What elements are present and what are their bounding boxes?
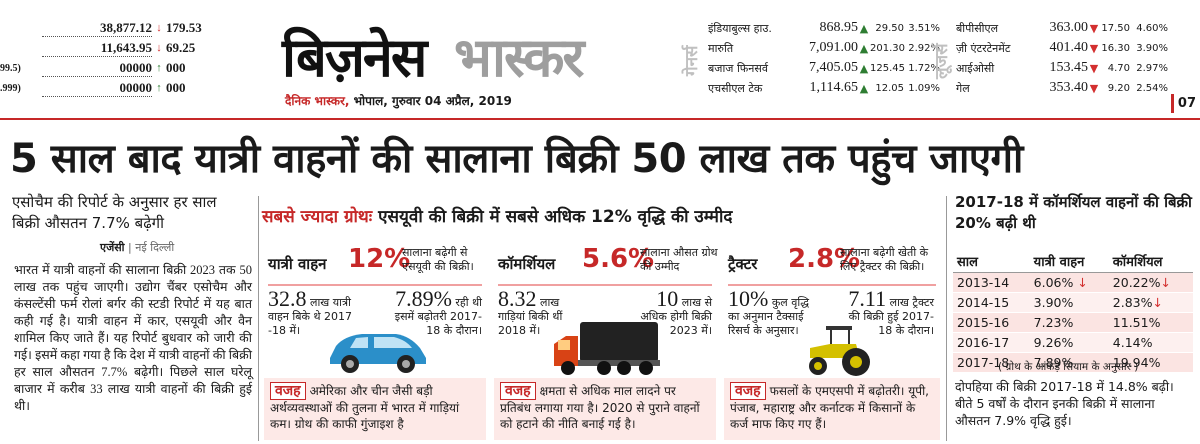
stat-block: 8.32 लाख गाड़ियां बिकी थीं 2018 में।: [498, 286, 563, 338]
growth-table: साल यात्री वाहन कॉमर्शियल 2013-14 6.06% …: [953, 250, 1193, 373]
tractor-illustration: [809, 326, 870, 376]
stat-block: 32.8 लाख यात्री वाहन बिके थे 2017 -18 मे…: [268, 286, 353, 338]
down-triangle-icon: ▼: [1089, 61, 1099, 75]
stock-row: इंडियाबुल्स हाउ. 868.95 ▲ 29.50 3.51%: [708, 20, 940, 35]
stock-row: बीपीसीएल 363.00 ▼ 17.50 4.60%: [956, 20, 1168, 35]
newspaper-logo: बिज़नेस भास्कर: [282, 26, 585, 89]
up-triangle-icon: ▲: [859, 61, 869, 75]
stock-row: गेल 353.40 ▼ 9.20 2.54%: [956, 80, 1168, 95]
down-triangle-icon: ▼: [1089, 41, 1099, 55]
stock-row: बजाज फिनसर्व 7,405.05 ▲ 125.45 1.72%: [708, 60, 940, 75]
column-divider: [258, 196, 259, 441]
suv-illustration: [330, 334, 426, 373]
ticker-row: 11,643.95 ↓ 69.25: [0, 38, 228, 58]
gainers-list: इंडियाबुल्स हाउ. 868.95 ▲ 29.50 3.51% मा…: [708, 18, 940, 98]
up-arrow-icon: ↑: [156, 62, 162, 74]
lead-summary: एसोचैम की रिपोर्ट के अनुसार हर साल बिक्र…: [12, 193, 217, 232]
card-header: कॉमर्शियल 5.6% सालाना औसत ग्रोथ की उम्मी…: [498, 242, 718, 286]
page-headline: 5 साल बाद यात्री वाहनों की सालाना बिक्री…: [10, 136, 1023, 182]
table-row: 2014-15 3.90% 2.83%↓: [953, 292, 1193, 313]
down-arrow-icon: ↓: [1152, 295, 1163, 310]
card-header: ट्रैक्टर 2.8% सालाना बढ़ेगी खेती के लिए …: [728, 242, 936, 286]
losers-list: बीपीसीएल 363.00 ▼ 17.50 4.60% ज़ी एंटरटे…: [956, 18, 1168, 98]
growth-section-title: सबसे ज्यादा ग्रोथः एसयूवी की बिक्री में …: [262, 207, 733, 227]
table-header-row: साल यात्री वाहन कॉमर्शियल: [953, 250, 1193, 273]
down-arrow-icon: ↓: [156, 42, 162, 54]
tractor-card: ट्रैक्टर 2.8% सालाना बढ़ेगी खेती के लिए …: [722, 234, 942, 440]
column-divider: [946, 196, 947, 441]
table-source-note: ( ग्रोथ के आंकड़े सियाम के अनुसार ): [998, 361, 1139, 373]
down-arrow-icon: ↓: [1077, 275, 1088, 290]
down-triangle-icon: ▼: [1089, 81, 1099, 95]
stock-row: एचसीएल टेक 1,114.65 ▲ 12.05 1.09%: [708, 80, 940, 95]
up-arrow-icon: ↑: [156, 82, 162, 94]
index-ticker: 38,877.12 ↓ 179.53 11,643.95 ↓ 69.25 99.…: [0, 18, 228, 98]
stock-row: ज़ी एंटरटेनमेंट 401.40 ▼ 16.30 3.90%: [956, 40, 1168, 55]
table-row: 2013-14 6.06% ↓ 20.22%↓: [953, 272, 1193, 293]
down-arrow-icon: ↓: [1160, 275, 1171, 290]
gainers-label: गेनर्स: [682, 45, 702, 77]
down-arrow-icon: ↓: [156, 22, 162, 34]
byline: एजेंसी | नई दिल्ली: [100, 241, 175, 254]
passenger-vehicle-card: यात्री वाहन 12% सालाना बढ़ेगी से एसयूवी …: [262, 234, 488, 440]
two-wheeler-note: दोपहिया की बिक्री 2017-18 में 14.8% बढ़ी…: [955, 379, 1174, 428]
up-triangle-icon: ▲: [859, 81, 869, 95]
losers-label: लूजर्स: [932, 43, 952, 79]
table-row: 2017-18 7.89% 19.94%: [953, 352, 1193, 373]
down-triangle-icon: ▼: [1089, 21, 1099, 35]
card-header: यात्री वाहन 12% सालाना बढ़ेगी से एसयूवी …: [268, 242, 482, 286]
table-row: 2015-16 7.23% 11.51%: [953, 312, 1193, 333]
sidebar-title: 2017-18 में कॉमर्शियल वाहनों की बिक्री 2…: [955, 193, 1192, 232]
table-row: 2016-17 9.26% 4.14%: [953, 332, 1193, 353]
commercial-vehicle-card: कॉमर्शियल 5.6% सालाना औसत ग्रोथ की उम्मी…: [492, 234, 718, 440]
stat-block: 10% कुल वृद्धि का अनुमान टैक्साई रिसर्च …: [728, 286, 809, 338]
article-body: भारत में यात्री वाहनों की सालाना बिक्री …: [14, 263, 252, 413]
reason-box: वजह फसलों के एमएसपी में बढ़ोतरी। यूपी, पं…: [724, 378, 940, 440]
ticker-row: 99.5) 00000 ↑ 000: [0, 59, 186, 77]
page-number: 07: [1170, 94, 1200, 113]
masthead: 38,877.12 ↓ 179.53 11,643.95 ↓ 69.25 99.…: [0, 0, 1200, 120]
stat-block: 10 लाख से अधिक होगी बिक्री 2023 में।: [640, 286, 712, 338]
up-triangle-icon: ▲: [859, 21, 869, 35]
reason-box: वजह क्षमता से अधिक माल लादने पर प्रतिबंध …: [494, 378, 716, 440]
stock-row: मारुति 7,091.00 ▲ 201.30 2.92%: [708, 40, 940, 55]
dateline: दैनिक भास्कर, भोपाल, गुरुवार 04 अप्रैल, …: [285, 94, 512, 108]
stat-block: 7.11 लाख ट्रैक्टर की बिक्री हुई 2017-18 …: [848, 286, 934, 338]
ticker-row: 38,877.12 ↓ 179.53: [0, 18, 228, 38]
stock-row: आईओसी 153.45 ▼ 4.70 2.97%: [956, 60, 1168, 75]
ticker-row: .999) 00000 ↑ 000: [0, 79, 186, 97]
truck-illustration: [554, 322, 660, 375]
stat-block: 7.89% रही थी इसमें बढ़ोतरी 2017-18 के दौ…: [394, 286, 482, 338]
reason-box: वजह अमेरिका और चीन जैसी बड़ी अर्थव्यवस्था…: [264, 378, 486, 440]
up-triangle-icon: ▲: [859, 41, 869, 55]
